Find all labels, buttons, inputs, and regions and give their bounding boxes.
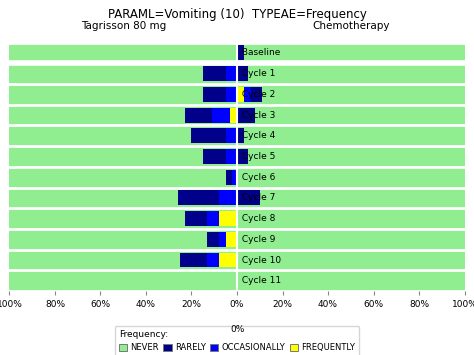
Bar — [237, 129, 244, 143]
Legend: NEVER, RARELY, OCCASIONALLY, FREQUENTLY: NEVER, RARELY, OCCASIONALLY, FREQUENTLY — [115, 326, 359, 355]
Bar — [237, 45, 244, 60]
Text: Cycle 10: Cycle 10 — [239, 256, 282, 264]
Title: PARAML=Vomiting (10)  TYPEAE=Frequency: PARAML=Vomiting (10) TYPEAE=Frequency — [108, 7, 366, 21]
Bar — [226, 87, 237, 102]
Bar — [208, 211, 237, 226]
Bar — [178, 190, 237, 205]
Text: Cycle 9: Cycle 9 — [239, 235, 276, 244]
Bar — [185, 211, 237, 226]
Bar — [212, 108, 237, 122]
Text: Cycle 7: Cycle 7 — [239, 193, 276, 202]
Text: Chemotherapy: Chemotherapy — [312, 21, 390, 31]
Bar — [237, 87, 251, 102]
Text: Cycle 3: Cycle 3 — [239, 110, 276, 120]
Text: Cycle 8: Cycle 8 — [239, 214, 276, 223]
Bar — [219, 232, 237, 247]
Bar — [203, 66, 237, 81]
Bar — [208, 232, 237, 247]
Bar — [180, 253, 237, 268]
Bar — [226, 232, 237, 247]
Text: Cycle 1: Cycle 1 — [239, 69, 276, 78]
Text: 0%: 0% — [230, 325, 245, 334]
Bar — [230, 108, 237, 122]
Bar — [237, 149, 248, 164]
Bar — [219, 253, 237, 268]
Text: Cycle 6: Cycle 6 — [239, 173, 276, 182]
Bar — [191, 129, 237, 143]
Bar — [237, 66, 248, 81]
Bar — [237, 87, 262, 102]
Bar — [237, 87, 244, 102]
Text: Tagrisson 80 mg: Tagrisson 80 mg — [81, 21, 166, 31]
Bar — [203, 149, 237, 164]
Text: Cycle 4: Cycle 4 — [239, 131, 275, 140]
Bar — [226, 129, 237, 143]
Text: Cycle 5: Cycle 5 — [239, 152, 276, 161]
Bar — [237, 190, 260, 205]
Text: Cycle 2: Cycle 2 — [239, 90, 275, 99]
Text: Baseline: Baseline — [239, 48, 281, 58]
Bar — [237, 108, 255, 122]
Bar — [185, 108, 237, 122]
Bar — [219, 190, 237, 205]
Bar — [219, 211, 237, 226]
Bar — [208, 253, 237, 268]
Bar — [203, 87, 237, 102]
Bar — [226, 170, 237, 185]
Bar — [226, 66, 237, 81]
Text: Cycle 11: Cycle 11 — [239, 276, 282, 285]
Bar — [232, 170, 237, 185]
Bar — [226, 149, 237, 164]
